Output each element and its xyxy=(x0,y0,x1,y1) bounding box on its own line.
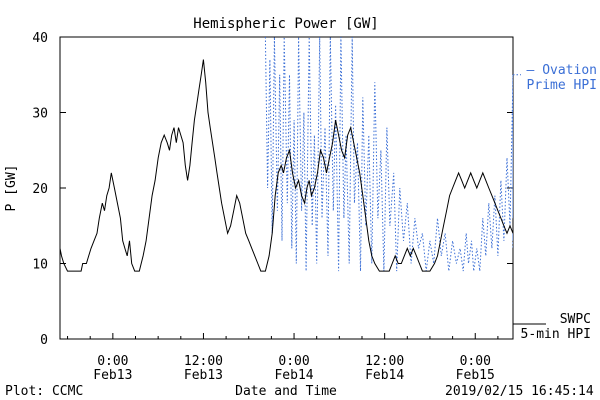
y-tick-label: 20 xyxy=(32,182,48,197)
x-tick-day-label: Feb14 xyxy=(274,368,313,383)
y-tick-label: 0 xyxy=(40,333,48,348)
plot-frame xyxy=(59,36,514,340)
x-tick-day-label: Feb14 xyxy=(365,368,404,383)
series-line-ovation-prime xyxy=(264,37,513,272)
y-axis-label: P [GW] xyxy=(4,165,19,212)
legend-swpc-label-1: SWPC xyxy=(560,312,591,327)
x-tick-time-label: 0:00 xyxy=(278,354,309,369)
series-layer xyxy=(60,37,513,272)
x-tick-day-label: Feb13 xyxy=(184,368,223,383)
y-tick-label: 10 xyxy=(32,258,48,273)
plot-timestamp: 2019/02/15 16:45:14 xyxy=(445,384,594,399)
legend-ovation-label-2: Prime HPI xyxy=(527,78,597,93)
legend-ovation-label-1: — Ovation xyxy=(527,63,597,78)
x-axis-ticks: 0:00Feb1312:00Feb130:00Feb1412:00Feb140:… xyxy=(67,333,499,383)
x-tick-time-label: 12:00 xyxy=(365,354,404,369)
series-line-swpc xyxy=(60,59,513,272)
chart-title: Hemispheric Power [GW] xyxy=(193,16,378,32)
y-tick-label: 30 xyxy=(32,107,48,122)
legend-swpc-label-2: 5-min HPI xyxy=(521,327,591,342)
y-tick-label: 40 xyxy=(32,31,48,46)
x-tick-time-label: 0:00 xyxy=(460,354,491,369)
x-tick-time-label: 12:00 xyxy=(184,354,223,369)
x-tick-day-label: Feb15 xyxy=(456,368,495,383)
y-axis-ticks: 0 10 20 30 40 xyxy=(32,31,513,348)
x-tick-day-label: Feb13 xyxy=(93,368,132,383)
x-tick-time-label: 0:00 xyxy=(97,354,128,369)
plot-credit: Plot: CCMC xyxy=(5,384,83,399)
plot-area xyxy=(59,36,514,340)
x-axis-label: Date and Time xyxy=(235,384,337,399)
